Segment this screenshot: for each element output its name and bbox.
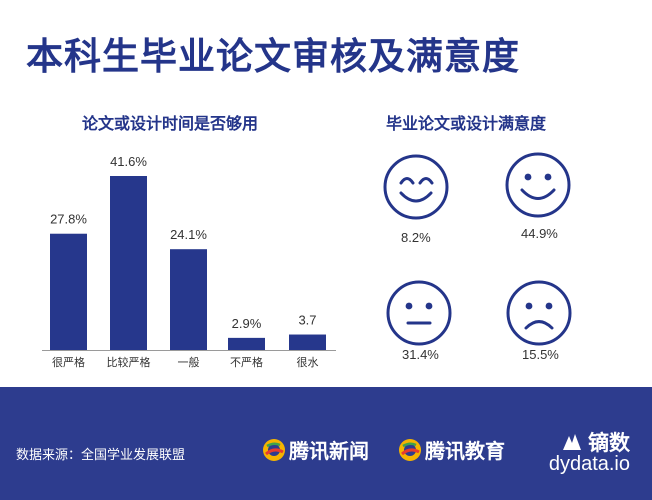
bar-category-label: 不严格 [230, 355, 263, 369]
bar-category-label: 很水 [297, 355, 319, 369]
tencent-edu-label: 腾讯教育 [425, 439, 505, 463]
tencent-news-label: 腾讯新闻 [289, 439, 369, 463]
bar-category-label: 一般 [178, 356, 200, 369]
neutral-face-icon [386, 280, 452, 346]
very-happy-face-icon [383, 154, 449, 220]
dydata-logo: 镝数 [560, 427, 630, 457]
bar-chart: 27.8% 很严格 41.6% 比较严格 24.1% 一般 2.9% 不严格 3.7 很水 [42, 154, 336, 369]
page-title: 本科生毕业论文审核及满意度 [26, 35, 520, 78]
smile-value: 44.9% [521, 226, 558, 241]
data-source: 数据来源：全国学业发展联盟 [16, 448, 186, 463]
sad-value: 15.5% [522, 347, 559, 362]
sad-face-icon [506, 280, 572, 346]
dydata-icon [563, 434, 581, 450]
bar-category-label: 比较严格 [107, 355, 151, 369]
dydata-url: dydata.io [548, 453, 630, 475]
very-happy-value: 8.2% [401, 230, 431, 245]
bar-category-label: 很严格 [52, 355, 85, 369]
tencent-edu-logo: 腾讯教育 [398, 435, 505, 464]
dydata-name: 镝数 [588, 431, 630, 455]
bar-value-label: 24.1% [170, 227, 207, 242]
bar-value-label: 41.6% [110, 154, 147, 169]
bar-3 [228, 337, 265, 350]
satisfaction-title: 毕业论文或设计满意度 [386, 114, 547, 133]
bar-value-label: 27.8% [50, 212, 87, 227]
bar-value-label: 3.7 [298, 313, 316, 328]
tencent-edu-icon [399, 438, 421, 461]
bar-value-label: 2.9% [232, 316, 262, 331]
bar-1 [110, 176, 147, 350]
neutral-value: 31.4% [402, 347, 439, 362]
footer: 数据来源：全国学业发展联盟 腾讯新闻 腾讯教育 镝数 dydata.io [0, 387, 652, 500]
tencent-news-icon [263, 438, 285, 461]
bar-4 [289, 334, 326, 350]
bar-2 [170, 249, 207, 350]
smile-face-icon [505, 152, 571, 218]
bar-0 [50, 233, 87, 350]
tencent-news-logo: 腾讯新闻 [262, 435, 369, 464]
bar-chart-title: 论文或设计时间是否够用 [82, 114, 259, 133]
